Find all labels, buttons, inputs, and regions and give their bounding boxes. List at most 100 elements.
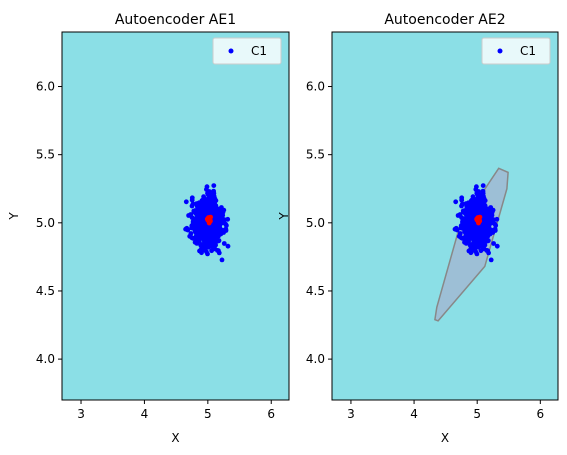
data-point bbox=[474, 184, 479, 190]
data-point bbox=[485, 248, 491, 254]
data-point bbox=[455, 213, 461, 218]
data-point bbox=[209, 248, 215, 254]
data-point bbox=[475, 217, 481, 223]
data-point bbox=[494, 243, 500, 249]
data-point bbox=[194, 241, 200, 246]
data-point bbox=[486, 217, 491, 223]
data-point bbox=[183, 199, 189, 205]
data-point bbox=[465, 201, 471, 207]
data-point bbox=[464, 217, 470, 223]
data-point bbox=[188, 231, 194, 236]
data-point bbox=[221, 241, 227, 246]
data-point bbox=[205, 192, 211, 197]
scatter-points-ae2 bbox=[452, 183, 500, 263]
data-point bbox=[463, 241, 469, 246]
data-point bbox=[453, 199, 459, 205]
legend-marker-ae1 bbox=[228, 48, 234, 54]
data-point bbox=[202, 213, 207, 219]
data-point bbox=[216, 248, 221, 254]
data-point bbox=[198, 246, 204, 252]
data-point bbox=[203, 246, 208, 252]
data-point bbox=[466, 207, 472, 213]
data-point bbox=[478, 206, 484, 212]
legend-label-ae2: C1 bbox=[520, 44, 536, 58]
data-point bbox=[457, 231, 463, 236]
data-point bbox=[190, 201, 196, 207]
data-point bbox=[196, 224, 202, 230]
data-point bbox=[215, 206, 221, 212]
data-point bbox=[452, 226, 458, 232]
legend-ae2: C1 bbox=[481, 37, 551, 65]
legend-box-ae2 bbox=[481, 37, 551, 65]
data-point bbox=[212, 200, 218, 206]
data-point bbox=[189, 197, 195, 203]
data-point bbox=[218, 231, 224, 237]
data-point bbox=[206, 240, 212, 245]
plot-frame-ae2 bbox=[331, 31, 559, 401]
data-point bbox=[482, 213, 488, 219]
data-point bbox=[475, 192, 480, 197]
data-point bbox=[221, 217, 227, 223]
y-tick-label: 6.0 bbox=[36, 80, 55, 94]
data-point bbox=[209, 206, 214, 212]
data-point bbox=[193, 234, 199, 240]
y-tick-label: 5.5 bbox=[36, 148, 55, 162]
y-axis-label-ae2: Y bbox=[277, 212, 291, 221]
x-tick-label: 4 bbox=[410, 407, 418, 421]
y-tick-label: 4.5 bbox=[306, 284, 325, 298]
data-point bbox=[459, 197, 465, 203]
data-point bbox=[480, 183, 486, 189]
x-tick-label: 4 bbox=[141, 407, 149, 421]
plot-ae2: 3 4 5 64.04.55.05.56.0 Autoencoder AE2 X Y … bbox=[277, 12, 559, 445]
data-point bbox=[202, 196, 207, 202]
y-tick-label: 5.5 bbox=[306, 148, 325, 162]
data-point bbox=[481, 242, 487, 248]
data-point bbox=[460, 225, 466, 231]
data-point bbox=[225, 243, 231, 249]
data-point bbox=[472, 246, 478, 252]
data-point bbox=[478, 248, 484, 254]
data-point bbox=[189, 215, 195, 221]
data-point bbox=[186, 213, 192, 218]
data-point bbox=[205, 234, 211, 240]
x-tick-label: 6 bbox=[537, 407, 545, 421]
data-point bbox=[494, 216, 500, 222]
data-point bbox=[487, 231, 493, 237]
x-tick-label: 3 bbox=[77, 407, 85, 421]
legend-ae1: C1 bbox=[212, 37, 282, 65]
data-point bbox=[219, 257, 225, 263]
data-point bbox=[201, 233, 207, 239]
y-tick-label: 6.0 bbox=[306, 80, 325, 94]
data-point bbox=[477, 199, 482, 205]
data-point bbox=[459, 215, 464, 221]
data-point bbox=[194, 229, 200, 235]
legend-label-ae1: C1 bbox=[251, 44, 267, 58]
data-point bbox=[202, 206, 208, 212]
data-point bbox=[471, 233, 476, 239]
data-point bbox=[216, 217, 222, 223]
scatter-points-ae1 bbox=[183, 183, 231, 263]
data-point bbox=[471, 206, 477, 212]
data-point bbox=[202, 200, 208, 205]
y-axis-label-ae1: Y bbox=[7, 212, 21, 221]
data-point bbox=[213, 213, 219, 219]
legend-box-ae1 bbox=[212, 37, 282, 65]
data-point bbox=[211, 188, 217, 194]
data-point bbox=[475, 234, 481, 240]
data-point bbox=[210, 235, 216, 241]
data-point bbox=[492, 221, 498, 227]
data-point bbox=[480, 188, 486, 194]
axis-ticks-ae2: 3 4 5 6 4.0 4.5 5.0 5.5 6.0 bbox=[306, 80, 544, 421]
data-point bbox=[204, 184, 210, 190]
data-point bbox=[480, 235, 485, 241]
data-point bbox=[223, 221, 229, 227]
plot-frame-ae1 bbox=[61, 31, 290, 401]
data-point bbox=[207, 199, 213, 205]
data-point bbox=[462, 210, 468, 215]
data-point bbox=[183, 226, 189, 232]
data-point bbox=[475, 240, 481, 245]
data-point bbox=[468, 246, 474, 252]
y-tick-label: 4.0 bbox=[36, 352, 55, 366]
data-point bbox=[491, 217, 496, 223]
legend-marker-ae2 bbox=[497, 48, 503, 54]
